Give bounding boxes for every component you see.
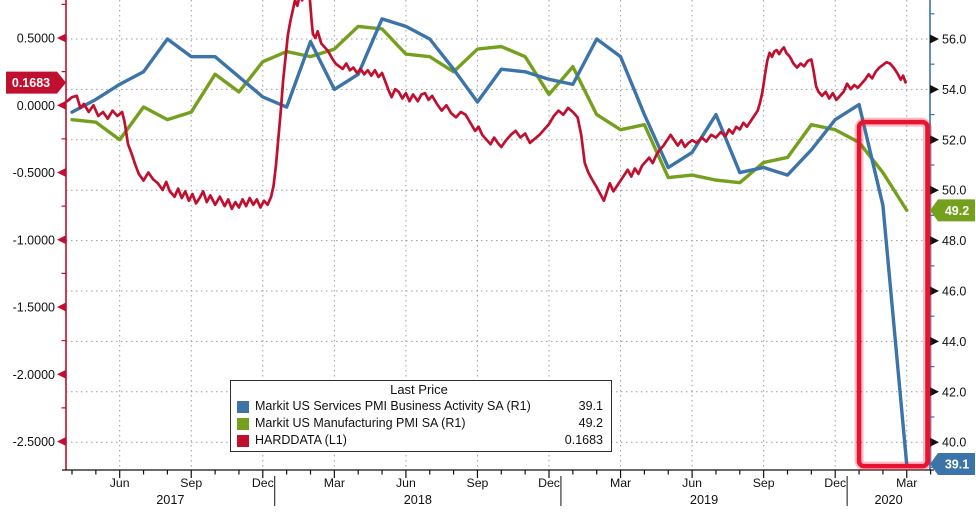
svg-text:Dec: Dec (824, 476, 846, 490)
highlight-box (854, 117, 932, 471)
legend-swatch-harddata-icon (237, 434, 249, 447)
svg-text:Sep: Sep (467, 476, 489, 490)
svg-text:0.0000: 0.0000 (17, 99, 55, 113)
legend-box: Last Price Markit US Services PMI Busine… (230, 380, 612, 452)
series-lines (66, 0, 909, 467)
legend-swatch-services-icon (237, 400, 249, 413)
svg-text:-2.0000: -2.0000 (13, 368, 55, 382)
right-axis: 56.0 54.0 52.0 50.0 48.0 46.0 44.0 42.0 40.0 (930, 13, 966, 468)
legend-title: Last Price (390, 382, 448, 397)
svg-text:0.5000: 0.5000 (17, 32, 55, 46)
svg-text:Mar: Mar (324, 476, 345, 490)
bottom-axis: Jun Sep Dec Mar Jun Sep Dec Mar Jun Sep Dec Mar 2017… (71, 470, 932, 507)
svg-text:42.0: 42.0 (942, 385, 966, 399)
svg-text:2017: 2017 (156, 493, 184, 507)
svg-text:39.1: 39.1 (945, 458, 969, 472)
svg-text:52.0: 52.0 (942, 133, 966, 147)
svg-text:Dec: Dec (252, 476, 274, 490)
svg-text:Sep: Sep (753, 476, 775, 490)
series-line-harddata (66, 0, 907, 211)
legend-value-services: 39.1 (578, 399, 603, 413)
svg-text:48.0: 48.0 (942, 234, 966, 248)
svg-text:44.0: 44.0 (942, 335, 966, 349)
series-line-services (70, 17, 909, 467)
gridlines (66, 0, 930, 470)
svg-text:Mar: Mar (610, 476, 631, 490)
svg-text:-1.0000: -1.0000 (13, 233, 55, 247)
svg-text:-1.5000: -1.5000 (13, 301, 55, 315)
svg-text:Jun: Jun (396, 476, 416, 490)
svg-text:56.0: 56.0 (942, 33, 966, 47)
svg-text:Dec: Dec (538, 476, 560, 490)
svg-text:2019: 2019 (690, 493, 718, 507)
legend-row-manufacturing: Markit US Manufacturing PMI SA (R1) 49.2 (235, 415, 603, 432)
svg-text:-2.5000: -2.5000 (13, 435, 55, 449)
svg-text:-0.5000: -0.5000 (13, 166, 55, 180)
svg-text:Jun: Jun (110, 476, 130, 490)
svg-text:50.0: 50.0 (942, 184, 966, 198)
svg-text:54.0: 54.0 (942, 83, 966, 97)
svg-text:2018: 2018 (404, 493, 432, 507)
svg-text:Sep: Sep (180, 476, 202, 490)
legend-value-manufacturing: 49.2 (578, 416, 603, 430)
legend-label-services: Markit US Services PMI Business Activity… (255, 399, 531, 413)
svg-text:Jun: Jun (682, 476, 702, 490)
legend-row-services: Markit US Services PMI Business Activity… (235, 398, 603, 415)
svg-text:Mar: Mar (896, 476, 917, 490)
axis-badges: 0.1683 49.2 39.1 (6, 71, 975, 475)
legend-label-manufacturing: Markit US Manufacturing PMI SA (R1) (255, 416, 466, 430)
svg-text:49.2: 49.2 (945, 204, 969, 218)
legend-swatch-manufacturing-icon (237, 417, 249, 430)
legend-value-harddata: 0.1683 (564, 433, 603, 447)
svg-text:40.0: 40.0 (942, 436, 966, 450)
legend-row-harddata: HARDDATA (L1) 0.1683 (235, 432, 603, 449)
legend-label-harddata: HARDDATA (L1) (255, 433, 347, 447)
svg-text:0.1683: 0.1683 (12, 76, 50, 90)
series-line-manufacturing (70, 24, 909, 213)
svg-text:2020: 2020 (874, 493, 902, 507)
svg-text:46.0: 46.0 (942, 285, 966, 299)
left-axis: 0.5000 0.0000 -0.5000 -1.0000 -1.5000 -2.0000… (13, 3, 66, 449)
